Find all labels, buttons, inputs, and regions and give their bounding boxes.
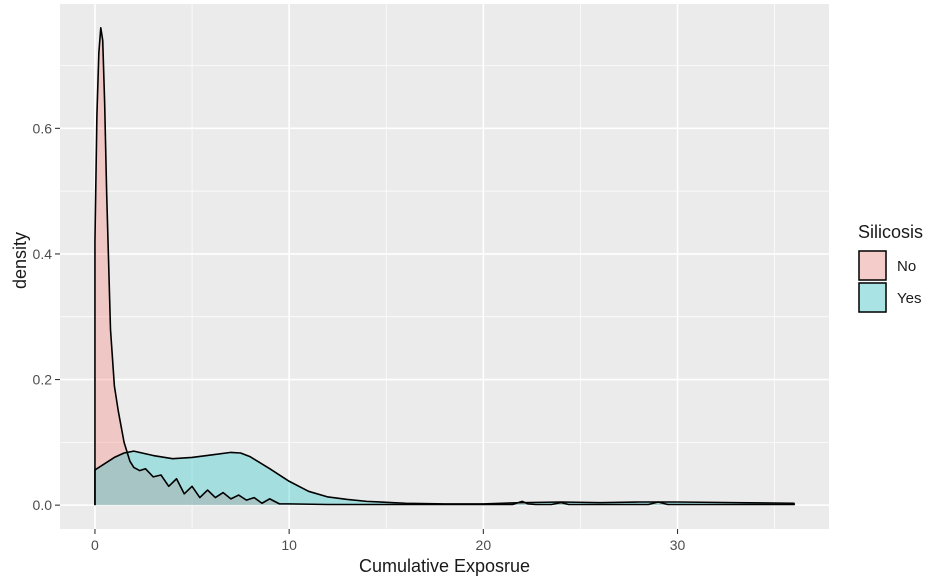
minor-gridlines xyxy=(60,4,829,529)
legend-key-bg xyxy=(858,250,887,281)
legend-key-no xyxy=(858,250,887,281)
y-axis-title: density xyxy=(10,232,30,289)
legend-key-yes xyxy=(858,282,887,313)
x-axis: 0 10 20 30 xyxy=(91,529,686,553)
x-axis-title: Cumulative Exposrue xyxy=(359,556,530,576)
legend-title: Silicosis xyxy=(858,222,923,242)
y-tick-label: 0.4 xyxy=(33,246,53,262)
y-tick-label: 0.6 xyxy=(33,120,53,136)
legend: Silicosis No Yes xyxy=(858,222,923,313)
y-tick-label: 0.2 xyxy=(33,372,53,388)
density-areas xyxy=(94,27,795,506)
plot-panel xyxy=(60,4,829,529)
x-tick-label: 10 xyxy=(281,537,297,553)
density-area-yes xyxy=(94,451,795,506)
legend-key-bg xyxy=(858,282,887,313)
x-tick-label: 20 xyxy=(476,537,492,553)
legend-label-yes: Yes xyxy=(897,290,921,307)
x-tick-label: 30 xyxy=(670,537,686,553)
density-line-no xyxy=(94,27,795,506)
x-tick-label: 0 xyxy=(91,537,99,553)
y-axis: 0.0 0.2 0.4 0.6 xyxy=(33,120,60,513)
legend-label-no: No xyxy=(897,258,916,275)
density-line-yes xyxy=(94,450,795,506)
y-tick-label: 0.0 xyxy=(33,497,53,513)
